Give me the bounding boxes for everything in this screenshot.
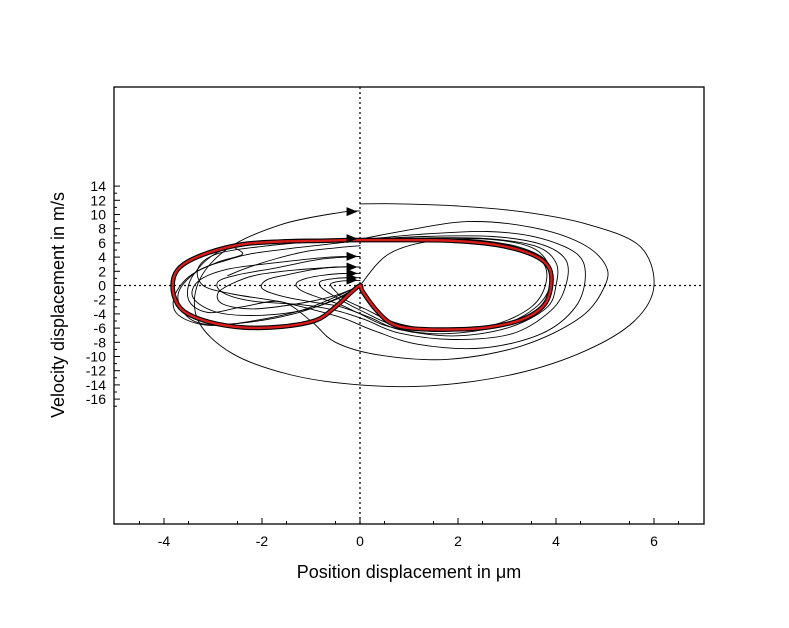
trajectory-curves [170,203,655,388]
plot-frame [113,86,705,525]
x-tick-label: -2 [256,533,269,549]
y-axis-title: Velocity displacement in m/s [48,192,68,418]
x-tick-label: 6 [650,533,658,549]
x-tick-label: -4 [158,533,171,549]
trajectory-curve [295,237,553,335]
y-tick-label: 12 [90,192,106,208]
trajectory-curve [177,239,361,326]
x-tick-label: 0 [356,533,364,549]
trajectory-curve [330,238,552,332]
trajectory-curve [193,203,655,388]
y-tick-label: -14 [86,377,106,393]
axis-ticks [114,185,679,524]
trajectory-curve [227,245,361,277]
trajectory-arrowhead [346,275,358,285]
trajectory-arrowhead [346,251,358,261]
trajectory-arrowhead [346,262,358,272]
y-tick-label: 10 [90,207,106,223]
y-tick-label: -12 [86,363,106,379]
y-tick-label: 2 [98,263,106,279]
trajectory-curve [196,230,586,350]
trajectory-curve [260,237,559,337]
trajectory-curve [191,255,361,316]
trajectory-arrowhead [346,207,358,217]
y-tick-label: -2 [94,292,107,308]
limit-cycle-curve [171,238,553,331]
y-tick-label: 8 [98,221,106,237]
y-tick-label: -6 [94,320,107,336]
trajectory-curve [187,221,609,361]
trajectory-curve [216,266,361,310]
y-tick-label: -8 [94,334,107,350]
x-tick-label: 4 [552,533,560,549]
y-tick-label: -4 [94,306,107,322]
y-tick-label: 0 [98,278,106,294]
y-tick-label: 4 [98,249,106,265]
trajectory-arrows [346,207,358,285]
y-tick-label: 6 [98,235,106,251]
x-tick-label: 2 [454,533,462,549]
trajectory-curve [216,235,569,340]
y-tick-label: -16 [86,391,106,407]
y-tick-label: 14 [90,178,106,194]
x-axis-title: Position displacement in μm [297,562,521,582]
reference-lines [114,87,704,524]
trajectory-arrowhead [346,234,358,244]
y-tick-label: -10 [86,349,106,365]
trajectory-curve [318,238,548,333]
